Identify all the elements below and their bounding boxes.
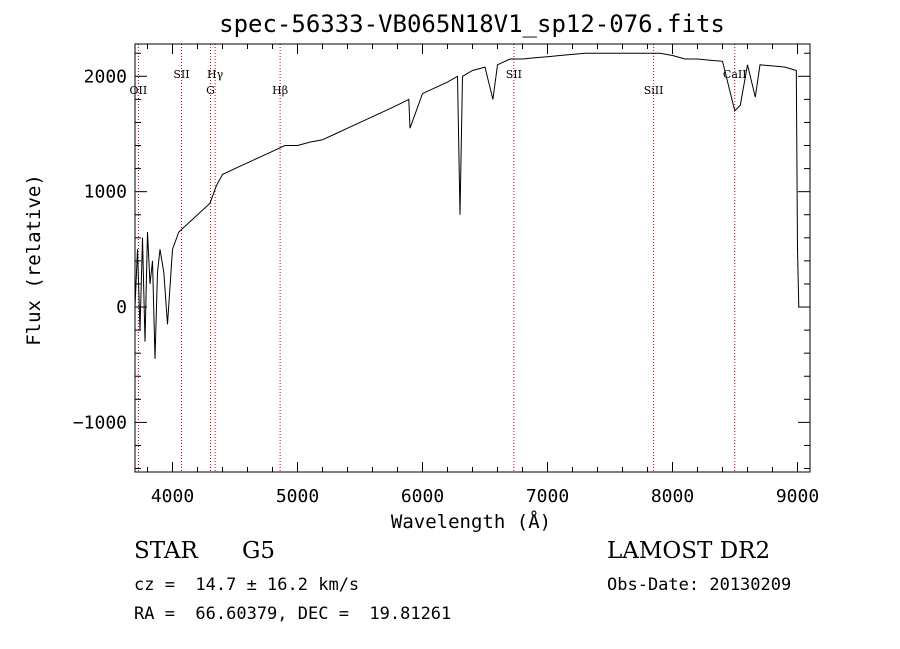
axis-ticks: 4000 5000 6000 7000 8000 9000 −1000 0 1000 2000 [73,44,819,507]
x-tick-label: 7000 [526,486,569,507]
y-tick-label: 1000 [84,182,127,203]
x-tick-label: 9000 [776,486,819,507]
plot-frame [134,43,811,473]
y-axis-label: Flux (relative) [23,174,45,346]
y-tick-label: 0 [116,297,127,318]
line-marker-label: Hγ [207,68,224,81]
x-tick-label: 8000 [651,486,694,507]
line-marker-label: SiII [644,84,664,97]
spectrum-series [134,52,800,359]
redshift-text: cz = 14.7 ± 16.2 km/s [134,575,360,595]
obs-date: Obs-Date: 20130209 [607,575,792,595]
spectrum-line [134,52,800,359]
object-type: STAR [134,538,198,564]
x-tick-label: 4000 [151,486,194,507]
line-marker-label: OII [130,84,148,97]
y-tick-label: −1000 [73,412,127,433]
line-markers: OII SII G Hγ Hβ SII SiII CaII [130,44,747,472]
line-marker-label: G [206,84,215,97]
line-marker-label: SII [506,68,522,81]
line-marker-label: Hβ [272,84,288,97]
coordinates-text: RA = 66.60379, DEC = 19.81261 [134,604,452,624]
line-marker-label: CaII [723,68,747,81]
x-axis-label: Wavelength (Å) [391,510,551,533]
spectral-subclass: G5 [242,538,276,564]
x-tick-label: 6000 [401,486,444,507]
x-tick-label: 5000 [276,486,319,507]
line-marker-label: SII [173,68,189,81]
chart-title: spec-56333-VB065N18V1_sp12-076.fits [219,10,725,38]
y-tick-label: 2000 [84,66,127,87]
survey-name: LAMOST DR2 [607,538,771,564]
